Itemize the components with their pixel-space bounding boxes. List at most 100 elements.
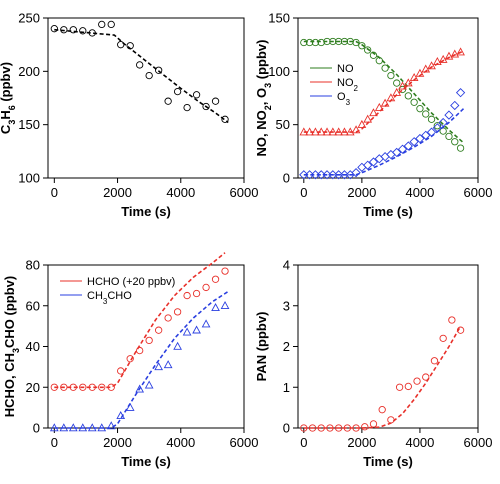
label-text: (ppbv)	[254, 40, 269, 83]
subscript-text: 6	[7, 105, 17, 110]
legend-label: O3	[337, 91, 351, 107]
y-tick-label: 100	[268, 64, 290, 79]
pan-panel: 0 2000 4000 6000 0 1 2 3 4 Time (s) PAN (ppbv)	[254, 258, 492, 470]
y-axis-title: C3H6 (ppbv)	[0, 62, 17, 134]
data-point	[455, 88, 466, 98]
data-point	[192, 325, 201, 334]
x-tick-label: 4000	[405, 185, 434, 200]
data-point	[438, 117, 448, 128]
data-point	[361, 423, 369, 431]
data-point	[164, 314, 172, 322]
data-point	[422, 373, 430, 381]
subscript-text: 3	[263, 83, 273, 88]
data-point	[221, 115, 229, 123]
y-tick-label: 4	[283, 258, 290, 273]
data-point	[450, 100, 460, 111]
data-point	[116, 411, 126, 420]
data-point	[154, 326, 163, 334]
data-point	[340, 127, 349, 136]
data-point	[351, 168, 361, 178]
data-point	[445, 132, 453, 141]
data-point	[413, 377, 421, 385]
x-axis-title: Time (s)	[363, 454, 413, 469]
data-point	[427, 61, 436, 70]
data-point	[98, 20, 106, 29]
subscript-text: 2	[354, 84, 359, 93]
x-axis-title: Time (s)	[121, 454, 171, 469]
data-point	[393, 79, 401, 87]
data-point	[329, 37, 337, 46]
data-point	[343, 424, 352, 432]
label-text: CHO (ppbv)	[2, 276, 17, 348]
data-point	[369, 420, 378, 428]
data-point	[78, 423, 88, 432]
x-tick-label: 6000	[230, 185, 259, 200]
label-text: PAN (ppbv)	[254, 312, 269, 382]
data-point	[173, 308, 182, 316]
data-point	[107, 383, 115, 391]
data-point	[202, 102, 210, 111]
model-line	[54, 28, 229, 124]
x-tick-label: 4000	[166, 435, 195, 450]
data-point	[60, 26, 68, 34]
data-point	[381, 64, 389, 72]
data-point	[334, 127, 344, 136]
plot-frame	[297, 17, 479, 179]
data-point	[386, 93, 396, 102]
data-point	[211, 275, 220, 283]
subscript-text: 3	[11, 348, 21, 353]
data-point	[135, 384, 145, 393]
legend-label: NO	[337, 63, 354, 75]
legend-label: CH3CHO	[87, 290, 132, 306]
subscript-text: 2	[263, 105, 273, 110]
data-point	[50, 25, 58, 33]
data-point	[439, 334, 447, 342]
label-text: (ppbv)	[0, 62, 13, 105]
legend-label: NO2	[337, 77, 359, 93]
data-point	[79, 27, 87, 35]
label-text: , O	[254, 88, 269, 105]
label-text: NO, NO	[254, 110, 269, 156]
data-point	[456, 144, 465, 152]
data-point	[154, 66, 163, 74]
model-line	[303, 40, 465, 144]
x-axis-title: Time (s)	[121, 204, 171, 219]
data-point	[368, 157, 379, 167]
y-tick-label: 50	[276, 117, 290, 132]
y-tick-label: 200	[18, 64, 40, 79]
data-point	[450, 49, 460, 58]
data-point	[49, 423, 59, 432]
data-point	[183, 291, 191, 300]
model-line	[54, 252, 226, 389]
data-point	[352, 38, 360, 47]
label-text: NO	[337, 63, 354, 75]
y-tick-label: 0	[283, 421, 290, 436]
data-point	[59, 423, 69, 432]
data-point	[397, 144, 408, 154]
y-tick-label: 60	[26, 298, 40, 313]
data-point	[444, 51, 454, 60]
data-point	[451, 138, 459, 146]
y-axis-title: HCHO, CH3CHO (ppbv)	[2, 276, 21, 418]
data-point	[305, 38, 314, 47]
x-tick-label: 2000	[103, 435, 132, 450]
data-point	[192, 289, 201, 298]
data-point	[456, 326, 465, 334]
subscript-text: 3	[346, 98, 351, 107]
label-text: C	[0, 124, 13, 134]
x-tick-label: 6000	[230, 435, 259, 450]
data-point	[404, 382, 412, 391]
y-tick-label: 150	[268, 11, 290, 26]
y-tick-label: 250	[18, 11, 40, 26]
legend-label: HCHO (+20 ppbv)	[87, 276, 175, 288]
data-point	[144, 380, 154, 389]
data-point	[211, 303, 220, 312]
data-point	[392, 87, 402, 96]
model-line	[303, 50, 464, 133]
y-axis-title: NO, NO2, O3 (ppbv)	[254, 40, 273, 157]
y-tick-label: 0	[33, 421, 40, 436]
data-point	[415, 68, 425, 77]
